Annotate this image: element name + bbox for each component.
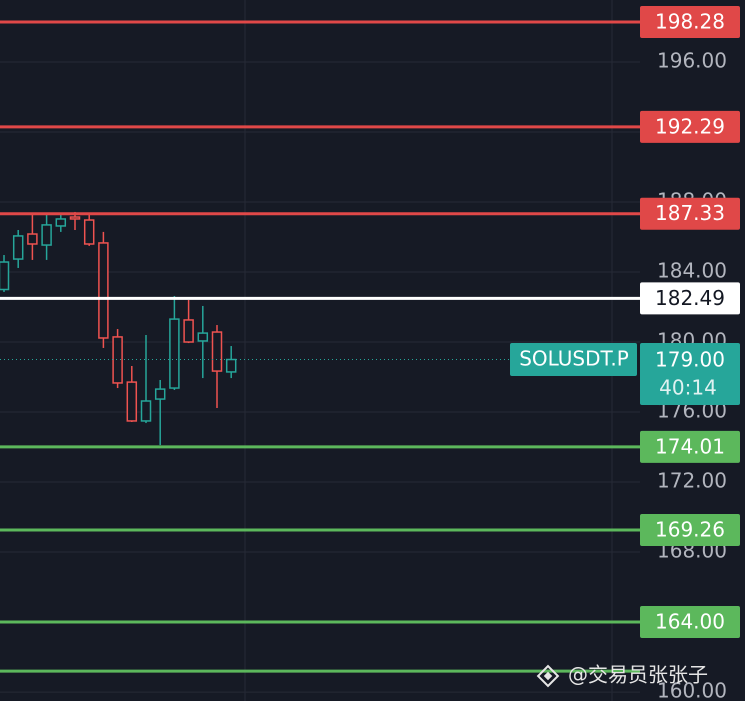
y-tick-label: 172.00 <box>657 469 727 493</box>
level-label-box <box>640 110 740 143</box>
level-label-box <box>640 6 740 39</box>
countdown-label: 40:14 <box>659 376 717 400</box>
candles <box>0 211 237 446</box>
levels: 198.28 192.29 187.33 182.49 174.01 169.26 164.… <box>0 6 740 673</box>
candle-body <box>211 331 223 372</box>
level-label: 182.49 <box>655 286 725 310</box>
level-label-box <box>640 513 740 546</box>
candle-body <box>27 233 38 245</box>
symbol-box <box>510 343 637 376</box>
candle-body <box>183 319 194 343</box>
y-tick-label: 196.00 <box>657 48 727 72</box>
level-label-box <box>640 430 740 463</box>
symbol-label: SOLUSDT.P <box>519 347 629 371</box>
level-label-box <box>640 606 740 639</box>
candle-body <box>0 261 10 291</box>
candle-body <box>154 388 166 400</box>
level-label: 198.28 <box>655 10 725 34</box>
candle-body <box>55 218 67 227</box>
level-label: 187.33 <box>655 201 725 225</box>
candle-body <box>69 216 81 220</box>
candle-body <box>112 336 123 384</box>
candle-body <box>12 235 24 260</box>
candle-body <box>83 219 95 245</box>
level-label-box <box>640 282 740 315</box>
level-label: 192.29 <box>655 114 725 138</box>
level-label: 169.26 <box>655 517 725 541</box>
level-label: 164.00 <box>655 610 725 634</box>
y-tick-label: 184.00 <box>657 258 727 282</box>
candle-body <box>225 358 237 373</box>
level-label: 174.01 <box>655 434 725 458</box>
candle-body <box>41 224 52 246</box>
level-label-box <box>640 197 740 230</box>
watermark-text: @交易员张张子 <box>568 663 708 687</box>
candle-body <box>126 381 138 422</box>
candle-body <box>140 400 152 422</box>
price-box <box>640 343 740 405</box>
candle-body <box>169 318 180 389</box>
price: SOLUSDT.P 179.00 40:14 <box>0 343 740 405</box>
price-label: 179.00 <box>655 348 725 372</box>
y-tick-label: 160.00 <box>657 679 727 701</box>
candle-body <box>197 332 209 342</box>
candle-body <box>98 242 109 339</box>
